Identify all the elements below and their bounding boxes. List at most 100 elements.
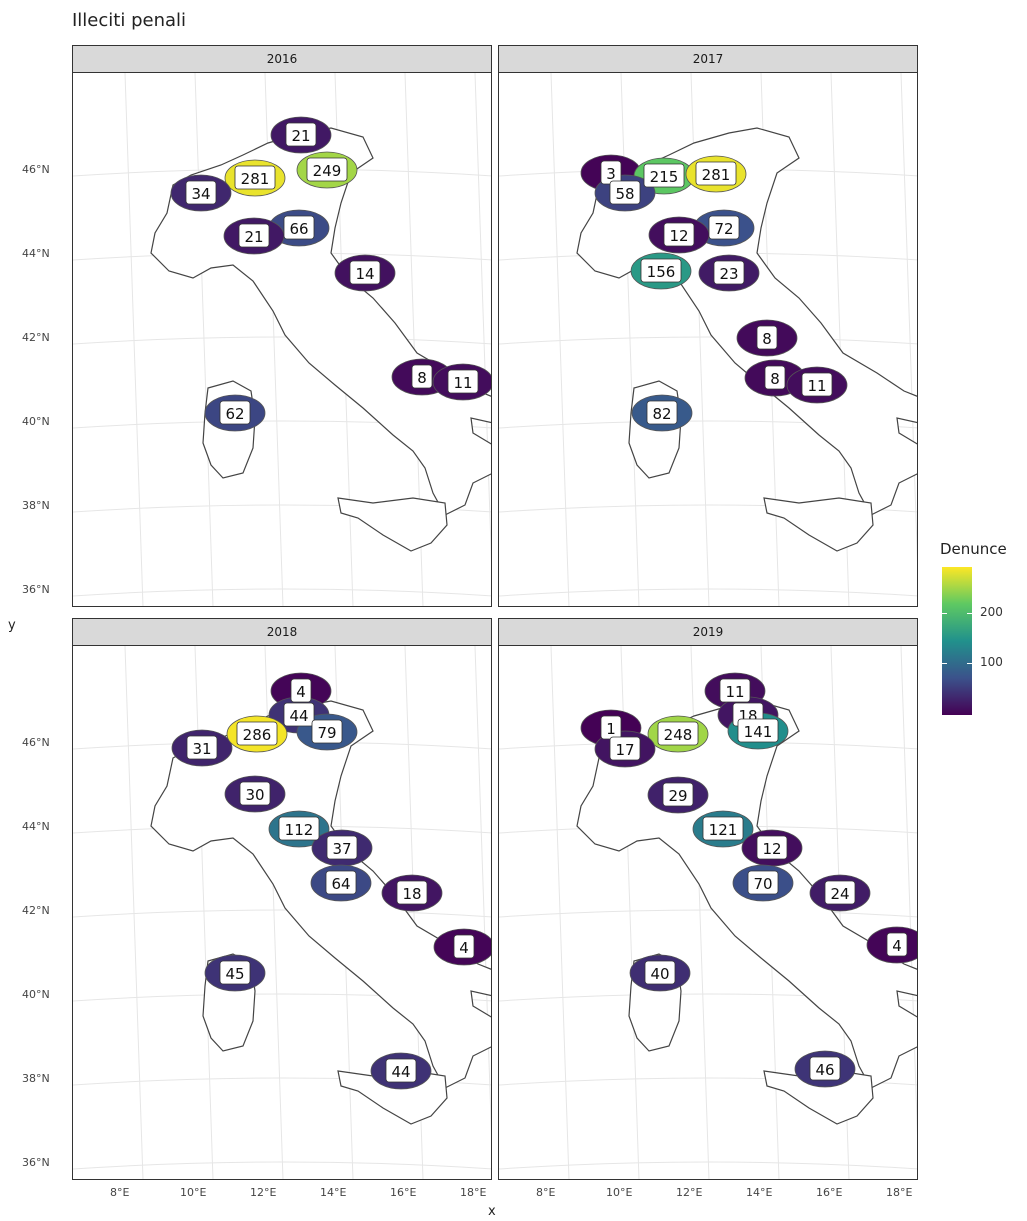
map-plot-2017: 3 215 281 58 72 12 156 23 8 8 11 82: [498, 73, 918, 607]
sicily-outline: [337, 497, 448, 552]
legend-tick-100-right: [967, 663, 972, 664]
graticule-lon: [900, 73, 917, 563]
region-label-box: [239, 781, 271, 806]
facet-strip-2017: 2017: [498, 45, 918, 73]
region-label-box: [737, 718, 779, 743]
region-label-box: [662, 782, 694, 807]
x-tick-label: 16°E: [816, 1186, 843, 1199]
region-label-box: [447, 369, 479, 394]
region-label-box: [325, 870, 357, 895]
map-plot-2018: 4 44 79 31 286 30 112 37 64 18 4 45 44: [72, 646, 492, 1180]
region-label: 29: [662, 782, 694, 807]
region-label: 11: [447, 369, 479, 394]
region-label-text: 72: [714, 220, 733, 238]
region-label: 58: [609, 180, 641, 205]
graticule-lat: [73, 909, 491, 918]
panel-2016: 2016 21 281 249 34 66 21 14 8 11 62: [72, 45, 492, 607]
graticule-lon: [194, 646, 214, 1179]
graticule-lon: [124, 73, 144, 606]
region-label-box: [285, 122, 317, 147]
region-label-text: 62: [225, 405, 244, 423]
region-label-text: 18: [402, 885, 421, 903]
region-label-text: 23: [719, 265, 738, 283]
map-plot-2019: 11 18 1 248 141 17 29 121 12 70 24 4 40 46: [498, 646, 918, 1180]
graticule-lon: [474, 646, 491, 1136]
y-tick-label: 42°N: [22, 331, 50, 344]
chart-title: Illeciti penali: [72, 10, 187, 31]
region-label: 281: [234, 165, 276, 190]
region-label-box: [640, 258, 682, 283]
region-label-text: 21: [291, 127, 310, 145]
region-label-text: 249: [313, 162, 342, 180]
region-label-text: 17: [615, 741, 634, 759]
region-label: 82: [646, 400, 678, 425]
region-label-box: [695, 161, 737, 186]
legend-title: Denunce: [940, 540, 1007, 558]
region-label-text: 79: [317, 724, 336, 742]
region-label-box: [609, 736, 641, 761]
region-label: 18: [396, 880, 428, 905]
region-label-text: 112: [285, 821, 314, 839]
region-label: 79: [311, 719, 343, 744]
graticule-lat: [499, 1161, 917, 1170]
region-label-text: 215: [650, 168, 679, 186]
region-label: 44: [283, 702, 315, 727]
legend: Denunce 200 100: [940, 540, 1007, 715]
map-plot-2016: 21 281 249 34 66 21 14 8 11 62: [72, 73, 492, 607]
panel-2017: 2017 3 215 281 58 72 12 156 23 8 8 11 82: [498, 45, 918, 607]
x-tick-label: 16°E: [390, 1186, 417, 1199]
region-label: 3: [600, 160, 622, 185]
region-label-box: [290, 678, 312, 703]
region-label-text: 11: [725, 683, 744, 701]
region-label-box: [764, 365, 786, 390]
region-label-box: [186, 735, 218, 760]
x-tick-label: 10°E: [606, 1186, 633, 1199]
region-label: 24: [824, 880, 856, 905]
legend-tick-200: [942, 613, 947, 614]
region-label-box: [411, 364, 433, 389]
region-label-text: 4: [892, 937, 902, 955]
x-tick-label: 8°E: [536, 1186, 556, 1199]
region-label: 30: [239, 781, 271, 806]
region-label-box: [349, 260, 381, 285]
region-label: 21: [285, 122, 317, 147]
region-label-text: 44: [289, 707, 308, 725]
y-tick-label: 40°N: [22, 988, 50, 1001]
region-label: 66: [283, 215, 315, 240]
y-tick-label: 42°N: [22, 904, 50, 917]
region-label: 11: [719, 678, 751, 703]
region-label: 44: [385, 1058, 417, 1083]
region-label: 281: [695, 161, 737, 186]
region-label-box: [283, 215, 315, 240]
facet-strip-2019: 2019: [498, 618, 918, 646]
y-tick-label: 36°N: [22, 583, 50, 596]
map-svg-2017: 3 215 281 58 72 12 156 23 8 8 11 82: [499, 73, 917, 606]
y-tick-label: 46°N: [22, 736, 50, 749]
region-label-box: [747, 870, 779, 895]
region-label-text: 58: [615, 185, 634, 203]
map-svg-2016: 21 281 249 34 66 21 14 8 11 62: [73, 73, 491, 606]
y-tick-label: 38°N: [22, 499, 50, 512]
region-label-box: [644, 960, 676, 985]
graticule-lat: [499, 909, 917, 918]
region-label: 12: [756, 835, 788, 860]
region-label: 248: [657, 721, 699, 746]
region-label-box: [824, 880, 856, 905]
graticule-lon: [620, 73, 640, 606]
graticule-lon: [550, 73, 570, 606]
region-label-text: 156: [647, 263, 676, 281]
graticule-lat: [73, 1161, 491, 1170]
legend-tick-200-right: [967, 613, 972, 614]
region-label-box: [702, 816, 744, 841]
region-label: 112: [278, 816, 320, 841]
graticule-lon: [550, 646, 570, 1179]
region-label-box: [756, 835, 788, 860]
region-label-text: 64: [331, 875, 350, 893]
region-label-text: 11: [453, 374, 472, 392]
region-label-text: 44: [391, 1063, 410, 1081]
x-tick-label: 14°E: [320, 1186, 347, 1199]
y-tick-label: 40°N: [22, 415, 50, 428]
region-label-box: [219, 400, 251, 425]
region-label: 12: [663, 222, 695, 247]
